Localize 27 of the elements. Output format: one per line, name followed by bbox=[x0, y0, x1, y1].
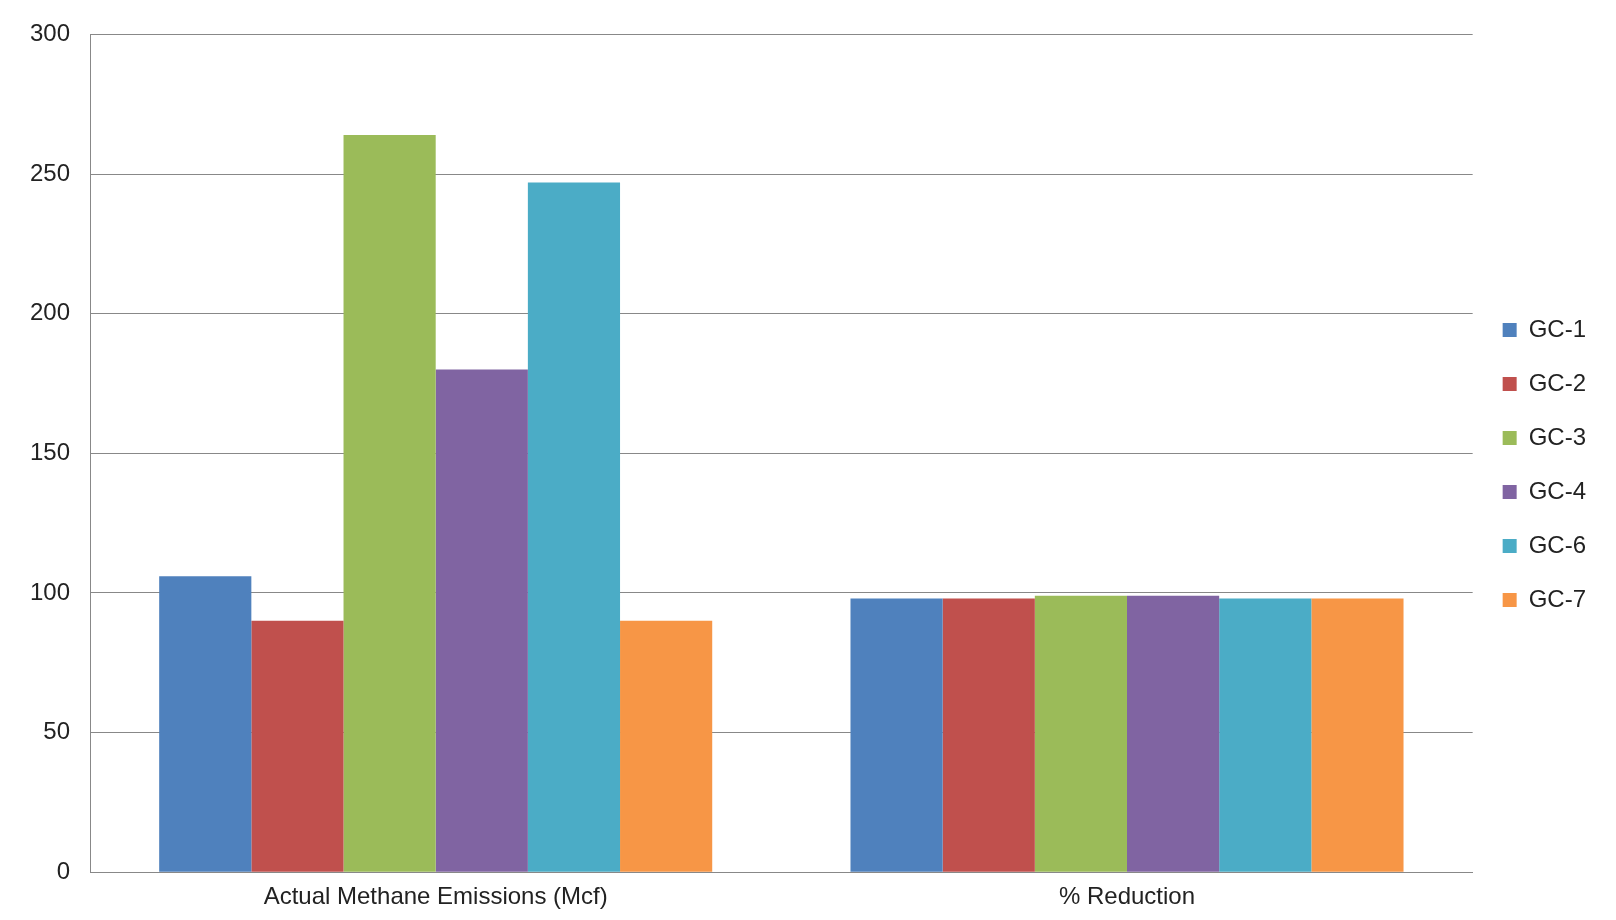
legend-label: GC-1 bbox=[1528, 314, 1586, 342]
bar bbox=[1034, 595, 1128, 872]
legend-label: GC-6 bbox=[1528, 530, 1586, 558]
x-tick-label: % Reduction bbox=[1058, 882, 1196, 910]
bar bbox=[1311, 598, 1404, 872]
bar bbox=[435, 369, 528, 872]
y-tick-label: 200 bbox=[30, 298, 71, 326]
x-tick-label: Actual Methane Emissions (Mcf) bbox=[263, 882, 608, 910]
legend-label: GC-4 bbox=[1528, 476, 1586, 504]
y-tick-label: 150 bbox=[30, 437, 71, 465]
y-tick-label: 250 bbox=[30, 158, 71, 186]
y-tick-label: 50 bbox=[43, 717, 71, 745]
legend-label: GC-2 bbox=[1528, 368, 1586, 396]
bar bbox=[159, 576, 252, 872]
legend-label: GC-3 bbox=[1528, 422, 1586, 450]
bar bbox=[1219, 598, 1312, 872]
bar bbox=[251, 620, 344, 872]
y-tick-label: 0 bbox=[56, 856, 71, 884]
bar bbox=[850, 598, 943, 872]
bar bbox=[620, 620, 713, 872]
legend-label: GC-7 bbox=[1528, 584, 1586, 612]
y-tick-label: 300 bbox=[30, 19, 71, 47]
y-tick-label: 100 bbox=[30, 577, 71, 605]
bar bbox=[343, 134, 436, 872]
bar bbox=[527, 182, 621, 872]
bar bbox=[1127, 595, 1220, 872]
bar bbox=[942, 598, 1035, 872]
